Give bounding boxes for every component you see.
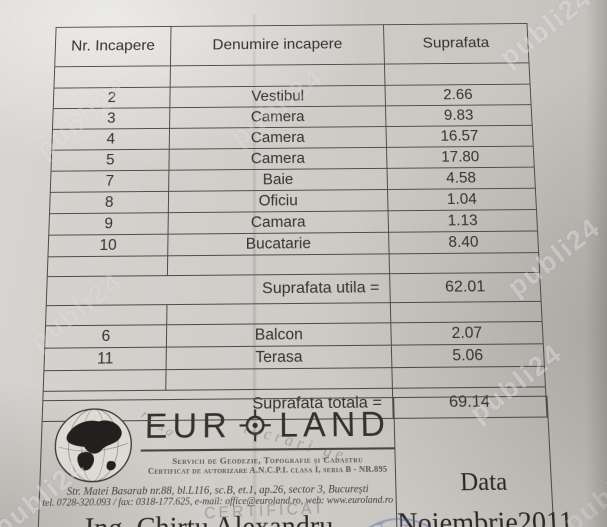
subtotal-label: Suprafata utila =	[46, 273, 391, 306]
room-number: 3	[52, 107, 170, 130]
subtotal-row: Suprafata utila = 62.01	[46, 272, 542, 306]
room-number: 2	[53, 87, 171, 109]
room-area: 4.58	[387, 167, 536, 190]
room-number: 4	[51, 128, 170, 151]
date-cell: Data Noiembrie2011	[394, 397, 577, 527]
date-value: Noiembrie2011	[396, 505, 575, 527]
room-area: 16.57	[385, 125, 534, 148]
room-name: Camera	[168, 147, 388, 171]
header-suprafata: Suprafata	[383, 23, 529, 65]
room-name: Camera	[169, 105, 386, 129]
room-number: 5	[50, 149, 170, 172]
engineer-name: Ing. Chirtu Alexandru	[38, 509, 396, 527]
company-name-right: LAND	[279, 404, 391, 445]
room-number: 6	[44, 324, 167, 349]
footer-box: EUR LAND Servicii de Geodezie, Topografi…	[35, 395, 574, 527]
company-contact: tel. 0728-320.093 / fax: 0318-177.625, e…	[42, 495, 394, 510]
surveying-crosshair-icon	[239, 409, 272, 443]
room-name: Bucatarie	[167, 232, 390, 256]
room-area: 1.13	[388, 209, 538, 233]
room-area: 17.80	[386, 146, 535, 169]
room-area: 1.04	[387, 188, 537, 211]
room-name: Vestibul	[169, 85, 386, 108]
room-area-table: Nr. Incapere Denumire incapere Suprafata…	[42, 23, 548, 422]
company-name: EUR LAND	[140, 404, 395, 452]
room-name: Camara	[168, 210, 389, 235]
room-number: 11	[43, 347, 167, 371]
room-area: 5.06	[391, 343, 545, 368]
subtotal-value: 62.01	[389, 272, 542, 303]
room-name: Camera	[169, 126, 387, 150]
header-nr-incapere: Nr. Incapere	[54, 26, 172, 67]
room-area: 8.40	[388, 230, 539, 254]
globe-logo-icon	[45, 404, 140, 489]
room-number: 7	[50, 170, 169, 193]
room-name: Terasa	[166, 345, 392, 370]
table-header-row: Nr. Incapere Denumire incapere Suprafata	[54, 23, 529, 67]
room-area: 2.66	[384, 84, 532, 106]
room-name: Balcon	[166, 322, 392, 348]
company-cell: EUR LAND Servicii de Geodezie, Topografi…	[36, 398, 399, 527]
company-brand: EUR LAND Servicii de Geodezie, Topografi…	[140, 404, 395, 476]
room-area: 9.83	[385, 104, 533, 127]
header-denumire: Denumire incapere	[170, 24, 385, 66]
room-name: Oficiu	[168, 189, 389, 213]
paper-sheet: Nr. Incapere Denumire incapere Suprafata…	[0, 12, 607, 527]
room-number: 8	[49, 191, 169, 214]
date-label: Data	[459, 468, 508, 497]
room-number: 10	[47, 234, 169, 257]
company-certification: Certificat de autorizare A.N.C.P.I. clas…	[147, 464, 388, 476]
room-area: 2.07	[390, 321, 544, 346]
room-name: Baie	[168, 168, 388, 192]
company-name-left: EUR	[144, 405, 232, 446]
room-number: 9	[48, 212, 169, 236]
